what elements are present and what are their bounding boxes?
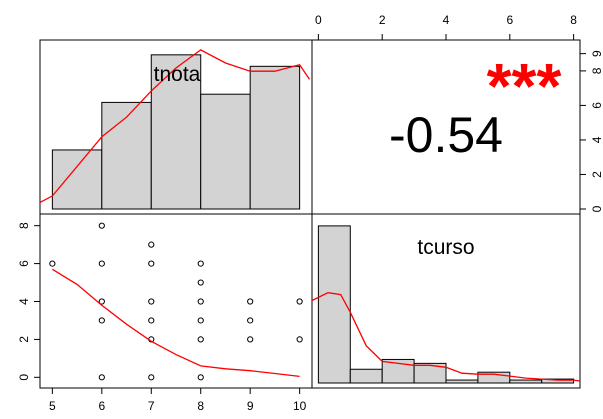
scatter-point (98, 374, 105, 381)
variable-label-tcurso: tcurso (417, 236, 474, 259)
significance-stars: *** (487, 50, 562, 122)
bottom-axis-tick-label: 10 (293, 399, 307, 413)
right-axis-tick-label: 2 (590, 171, 603, 178)
top-axis-tick-label: 8 (570, 13, 577, 27)
histogram-bar (317, 225, 351, 384)
left-axis-tick-label: 0 (17, 374, 31, 381)
right-axis-tick-label: 6 (590, 102, 603, 109)
right-axis-tick-label: 4 (590, 136, 603, 143)
scatter-point (148, 260, 155, 267)
histogram-tnota (39, 49, 311, 210)
axes: 0 2 4 6 8 5 6 7 8 9 10 0 2 4 6 8 0 2 4 6 8 9 (17, 13, 603, 413)
histogram-bar (150, 54, 202, 210)
bottom-axis-tick-label: 7 (148, 399, 155, 413)
correlation-panel: -0.54 *** (389, 50, 561, 163)
histogram-bar (541, 378, 575, 384)
scatter-point (247, 317, 254, 324)
scatter-point (148, 374, 155, 381)
scatter-point (197, 317, 204, 324)
scatter-point (296, 298, 303, 305)
bottom-axis-tick-label: 5 (49, 399, 56, 413)
histogram-bar (249, 65, 301, 210)
smooth-fit-line (52, 268, 300, 378)
top-axis-tick-label: 6 (506, 13, 513, 27)
histogram-bar (51, 149, 103, 210)
histogram-bar (200, 93, 251, 210)
histogram-bar (101, 101, 152, 210)
scatter-point (98, 260, 105, 267)
scatter-point (148, 317, 155, 324)
density-curve (311, 292, 581, 382)
bottom-axis-tick-label: 6 (98, 399, 105, 413)
top-axis-tick-label: 0 (315, 13, 322, 27)
scatter-point (247, 298, 254, 305)
left-axis-tick-label: 4 (17, 298, 31, 305)
histogram-bar (413, 362, 447, 384)
bottom-axis-tick-label: 8 (197, 399, 204, 413)
scatter-point (296, 336, 303, 343)
scatter-point (197, 336, 204, 343)
scatter-point (148, 298, 155, 305)
panel-lower-left-frame (39, 213, 313, 389)
histogram-tcurso (311, 225, 581, 384)
histogram-bar (477, 371, 511, 384)
scatter-point (98, 298, 105, 305)
scatter-point (247, 336, 254, 343)
left-axis-tick-label: 2 (17, 336, 31, 343)
left-axis-tick-label: 6 (17, 260, 31, 267)
right-axis-tick-label: 0 (590, 205, 603, 212)
right-axis-tick-label: 9 (590, 50, 603, 57)
correlation-value: -0.54 (389, 107, 503, 163)
scatter-point (148, 241, 155, 248)
scatter-point (197, 260, 204, 267)
variable-label-tnota: tnota (154, 63, 201, 86)
histogram-bar (445, 379, 479, 384)
top-axis-tick-label: 2 (379, 13, 386, 27)
scatter-point (197, 279, 204, 286)
top-axis-tick-label: 4 (443, 13, 450, 27)
bottom-axis-tick-label: 9 (247, 399, 254, 413)
right-axis-tick-label: 8 (590, 67, 603, 74)
density-curve (39, 49, 311, 203)
histogram-bar (509, 379, 543, 384)
left-axis-tick-label: 8 (17, 222, 31, 229)
panel-lower-right-frame (311, 213, 581, 389)
scatter-point (98, 317, 105, 324)
scatter-point (49, 260, 56, 267)
scatter-point (98, 222, 105, 229)
scatter-tnota-tcurso (49, 222, 303, 381)
scatter-point (197, 298, 204, 305)
scatter-point (197, 374, 204, 381)
histogram-bar (349, 368, 383, 384)
